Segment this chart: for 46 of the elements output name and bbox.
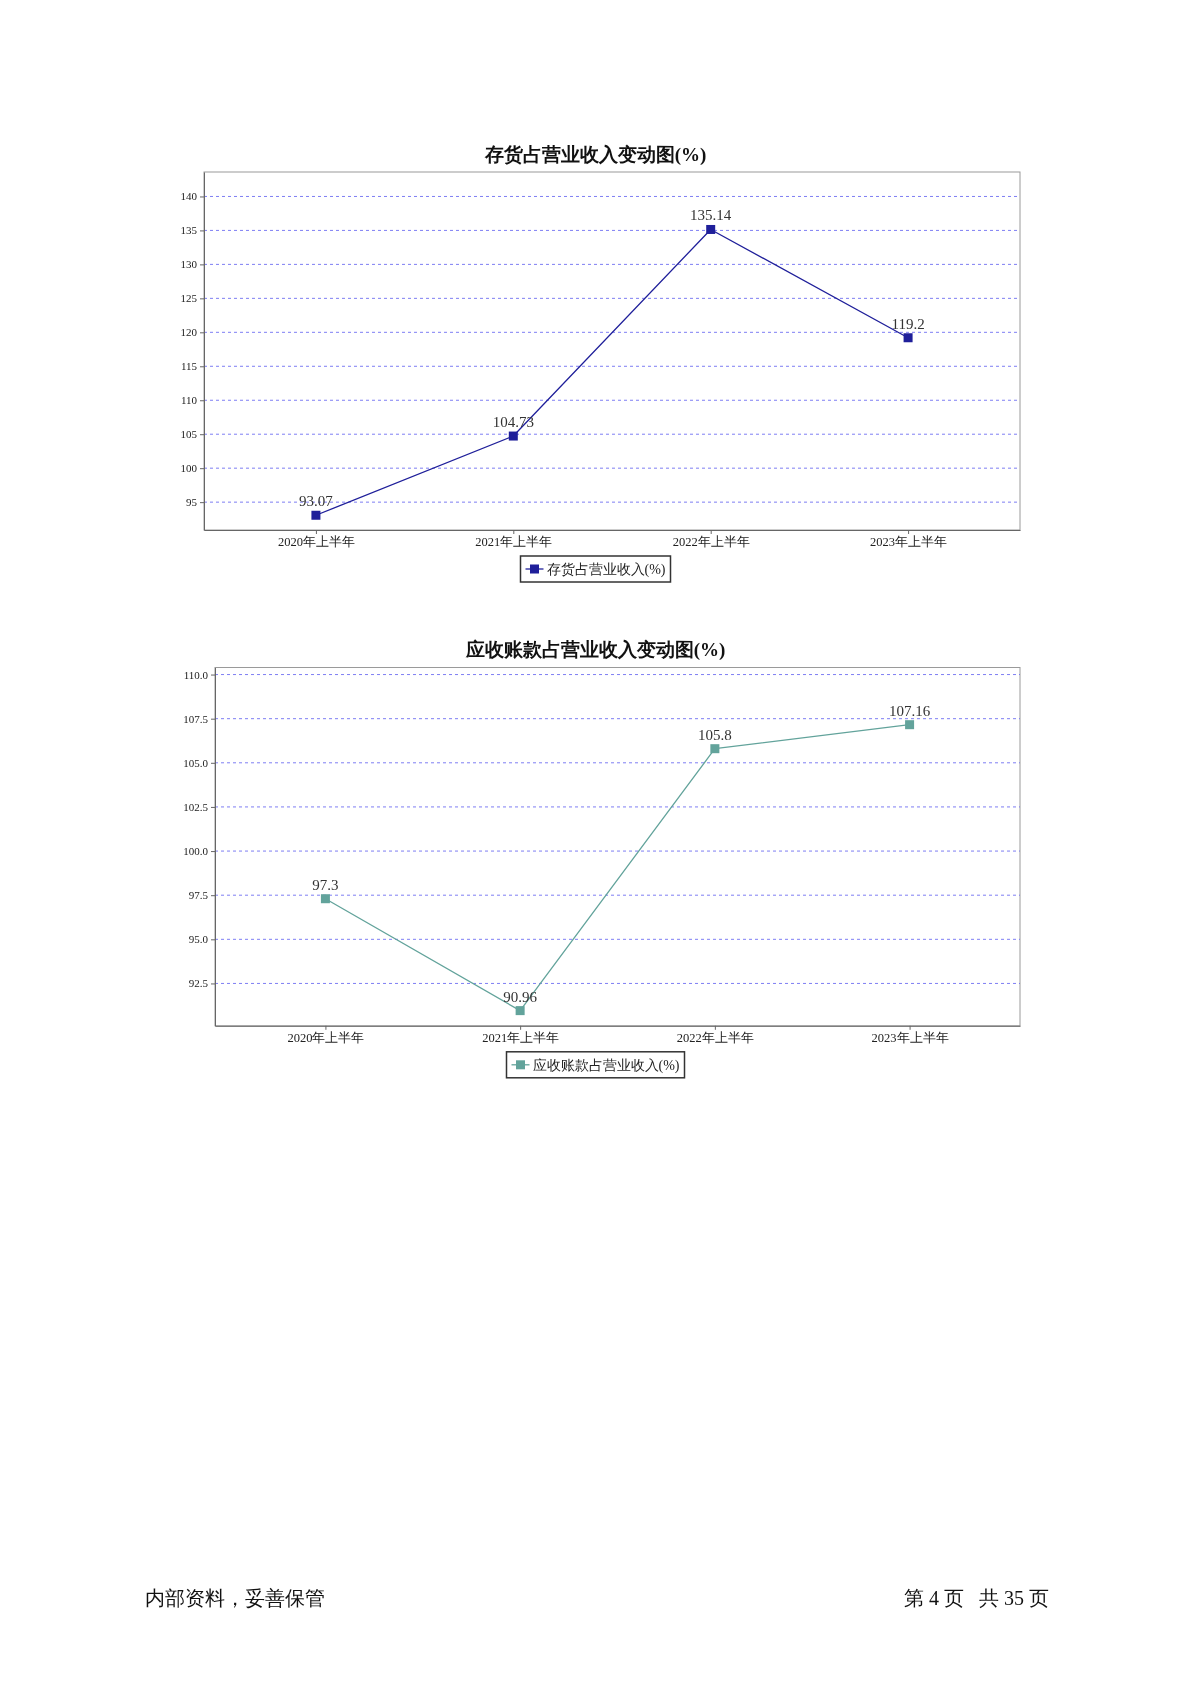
y-tick-label: 100.0 <box>183 845 209 858</box>
point <box>515 1006 525 1016</box>
point <box>710 744 720 754</box>
y-tick-label: 140 <box>180 190 198 203</box>
y-tick-label: 105.0 <box>183 756 209 769</box>
y-tick-label: 92.5 <box>188 977 209 990</box>
x-tick-label: 2023年上半年 <box>871 1030 949 1045</box>
x-tick-label: 2021年上半年 <box>482 1030 560 1045</box>
y-tick-label: 110.0 <box>183 668 209 681</box>
x-tick-label: 2023年上半年 <box>870 534 948 549</box>
y-tick-label: 100 <box>180 462 198 475</box>
y-tick-label: 95 <box>186 496 198 509</box>
point <box>903 333 913 343</box>
legend-label: 应收账款占营业收入(%) <box>532 1057 680 1074</box>
chart-title: 应收账款占营业收入变动图(%) <box>464 639 726 661</box>
y-tick-label: 115 <box>180 360 198 373</box>
data-label: 135.14 <box>690 207 732 224</box>
point <box>508 431 518 441</box>
data-label: 107.16 <box>888 702 931 719</box>
x-tick-label: 2021年上半年 <box>475 534 553 549</box>
y-tick-label: 135 <box>180 224 198 237</box>
text: 内部资料，妥善保管 <box>145 1586 325 1610</box>
data-label: 105.8 <box>697 726 732 743</box>
chart-title: 存货占营业收入变动图(%) <box>483 144 707 166</box>
x-tick-label: 2022年上半年 <box>672 534 750 549</box>
legend-label: 存货占营业收入(%) <box>546 562 666 578</box>
point <box>311 510 321 520</box>
y-tick-label: 110 <box>180 394 198 407</box>
y-tick-label: 125 <box>180 292 198 305</box>
x-tick-label: 2020年上半年 <box>277 534 355 549</box>
y-tick-label: 102.5 <box>183 800 209 813</box>
point <box>706 224 716 234</box>
y-tick-label: 105 <box>180 428 198 441</box>
x-tick-label: 2020年上半年 <box>287 1030 365 1045</box>
point <box>320 894 330 904</box>
data-label: 93.07 <box>299 493 334 510</box>
y-tick-label: 97.5 <box>188 889 209 902</box>
y-tick-label: 120 <box>180 326 198 339</box>
text: 第 4 页 共 35 页 <box>904 1586 1049 1610</box>
y-tick-label: 130 <box>180 258 198 271</box>
x-tick-label: 2022年上半年 <box>676 1030 754 1045</box>
y-tick-label: 107.5 <box>183 712 209 725</box>
point <box>905 720 915 730</box>
data-label: 119.2 <box>891 315 925 332</box>
y-tick-label: 95.0 <box>188 933 209 946</box>
data-label: 97.3 <box>312 876 339 893</box>
